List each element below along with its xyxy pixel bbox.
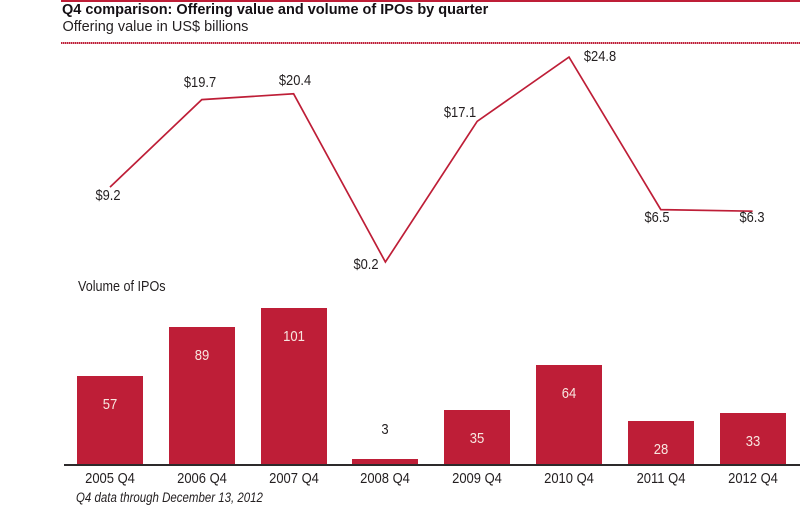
bar — [168, 326, 235, 464]
chart-subtitle: Offering value in US$ billions — [62, 19, 249, 35]
bar-value-label: 64 — [561, 385, 577, 403]
x-axis-label: 2006 Q4 — [176, 470, 227, 487]
line-series — [109, 55, 753, 264]
line-value-label: $0.2 — [353, 256, 379, 274]
bar — [352, 459, 419, 464]
bar — [444, 410, 511, 464]
bar-value-label: 57 — [102, 396, 118, 414]
bar — [719, 413, 786, 464]
line-value-label: $6.5 — [644, 208, 670, 226]
bar-value-label: 3 — [381, 421, 390, 439]
line-value-label: $6.3 — [739, 209, 765, 227]
bar-value-label: 28 — [653, 440, 669, 458]
x-axis-line — [64, 464, 800, 466]
bar-value-label: 33 — [745, 433, 760, 451]
line-value-label: $20.4 — [278, 71, 311, 89]
bar-value-label: 89 — [194, 346, 210, 364]
volume-section-label: Volume of IPOs — [78, 278, 166, 295]
footnote: Q4 data through December 13, 2012 — [75, 490, 263, 505]
dotted-separator — [61, 42, 800, 44]
top-accent-bar — [61, 0, 800, 2]
chart-title: Q4 comparison: Offering value and volume… — [62, 2, 489, 18]
bar — [627, 420, 694, 464]
bar-value-label: 101 — [282, 328, 305, 346]
line-value-label: $24.8 — [583, 48, 617, 66]
x-axis-label: 2008 Q4 — [360, 470, 411, 487]
line-value-label: $9.2 — [95, 187, 121, 205]
bar — [260, 308, 327, 464]
x-axis-label: 2011 Q4 — [636, 470, 686, 487]
x-axis-label: 2007 Q4 — [268, 470, 319, 487]
line-value-label: $17.1 — [444, 104, 477, 122]
x-axis-label: 2009 Q4 — [452, 470, 503, 487]
line-value-label: $19.7 — [183, 73, 216, 91]
bar — [77, 376, 143, 464]
bar — [536, 365, 602, 464]
x-axis-label: 2012 Q4 — [727, 470, 778, 487]
x-axis-label: 2010 Q4 — [544, 470, 594, 487]
x-axis-label: 2005 Q4 — [85, 470, 135, 487]
bar-value-label: 35 — [469, 430, 485, 448]
